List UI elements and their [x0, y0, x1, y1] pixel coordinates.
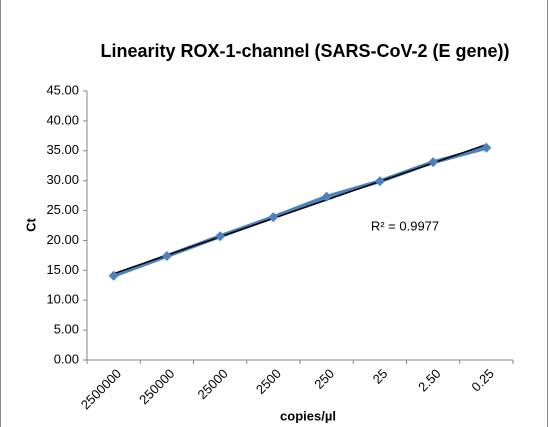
y-tick-label: 35.00 — [46, 142, 79, 157]
marker — [374, 176, 385, 187]
marker — [161, 250, 172, 261]
x-tick-label: 2500000 — [78, 366, 124, 412]
marker — [215, 231, 226, 242]
x-tick-label: 250 — [311, 366, 337, 392]
y-tick-label: 20.00 — [46, 232, 79, 247]
x-tick-label: 2500 — [253, 366, 284, 397]
x-tick-label: 0.25 — [468, 366, 497, 395]
x-tick-label: 25000 — [195, 366, 231, 402]
marker — [321, 191, 332, 202]
marker — [268, 212, 279, 223]
y-tick-label: 0.00 — [54, 351, 79, 366]
y-tick-label: 30.00 — [46, 172, 79, 187]
annotation: R² = 0.9977 — [371, 218, 439, 233]
y-tick-label: 45.00 — [46, 82, 79, 97]
x-tick-label: 2.50 — [415, 366, 444, 395]
x-axis-title: copies/µl — [280, 408, 336, 423]
chart-title: Linearity ROX-1-channel (SARS-CoV-2 (E g… — [100, 41, 509, 61]
y-tick-label: 10.00 — [46, 292, 79, 307]
marker — [481, 142, 492, 153]
trendline — [113, 143, 487, 275]
y-tick-label: 25.00 — [46, 202, 79, 217]
y-tick-label: 40.00 — [46, 112, 79, 127]
y-tick-label: 15.00 — [46, 262, 79, 277]
y-tick-label: 5.00 — [54, 322, 79, 337]
x-tick-label: 250000 — [136, 366, 177, 407]
y-axis-title: Ct — [23, 217, 38, 231]
marker — [108, 270, 119, 281]
x-tick-label: 25 — [370, 366, 391, 387]
marker — [428, 157, 439, 168]
